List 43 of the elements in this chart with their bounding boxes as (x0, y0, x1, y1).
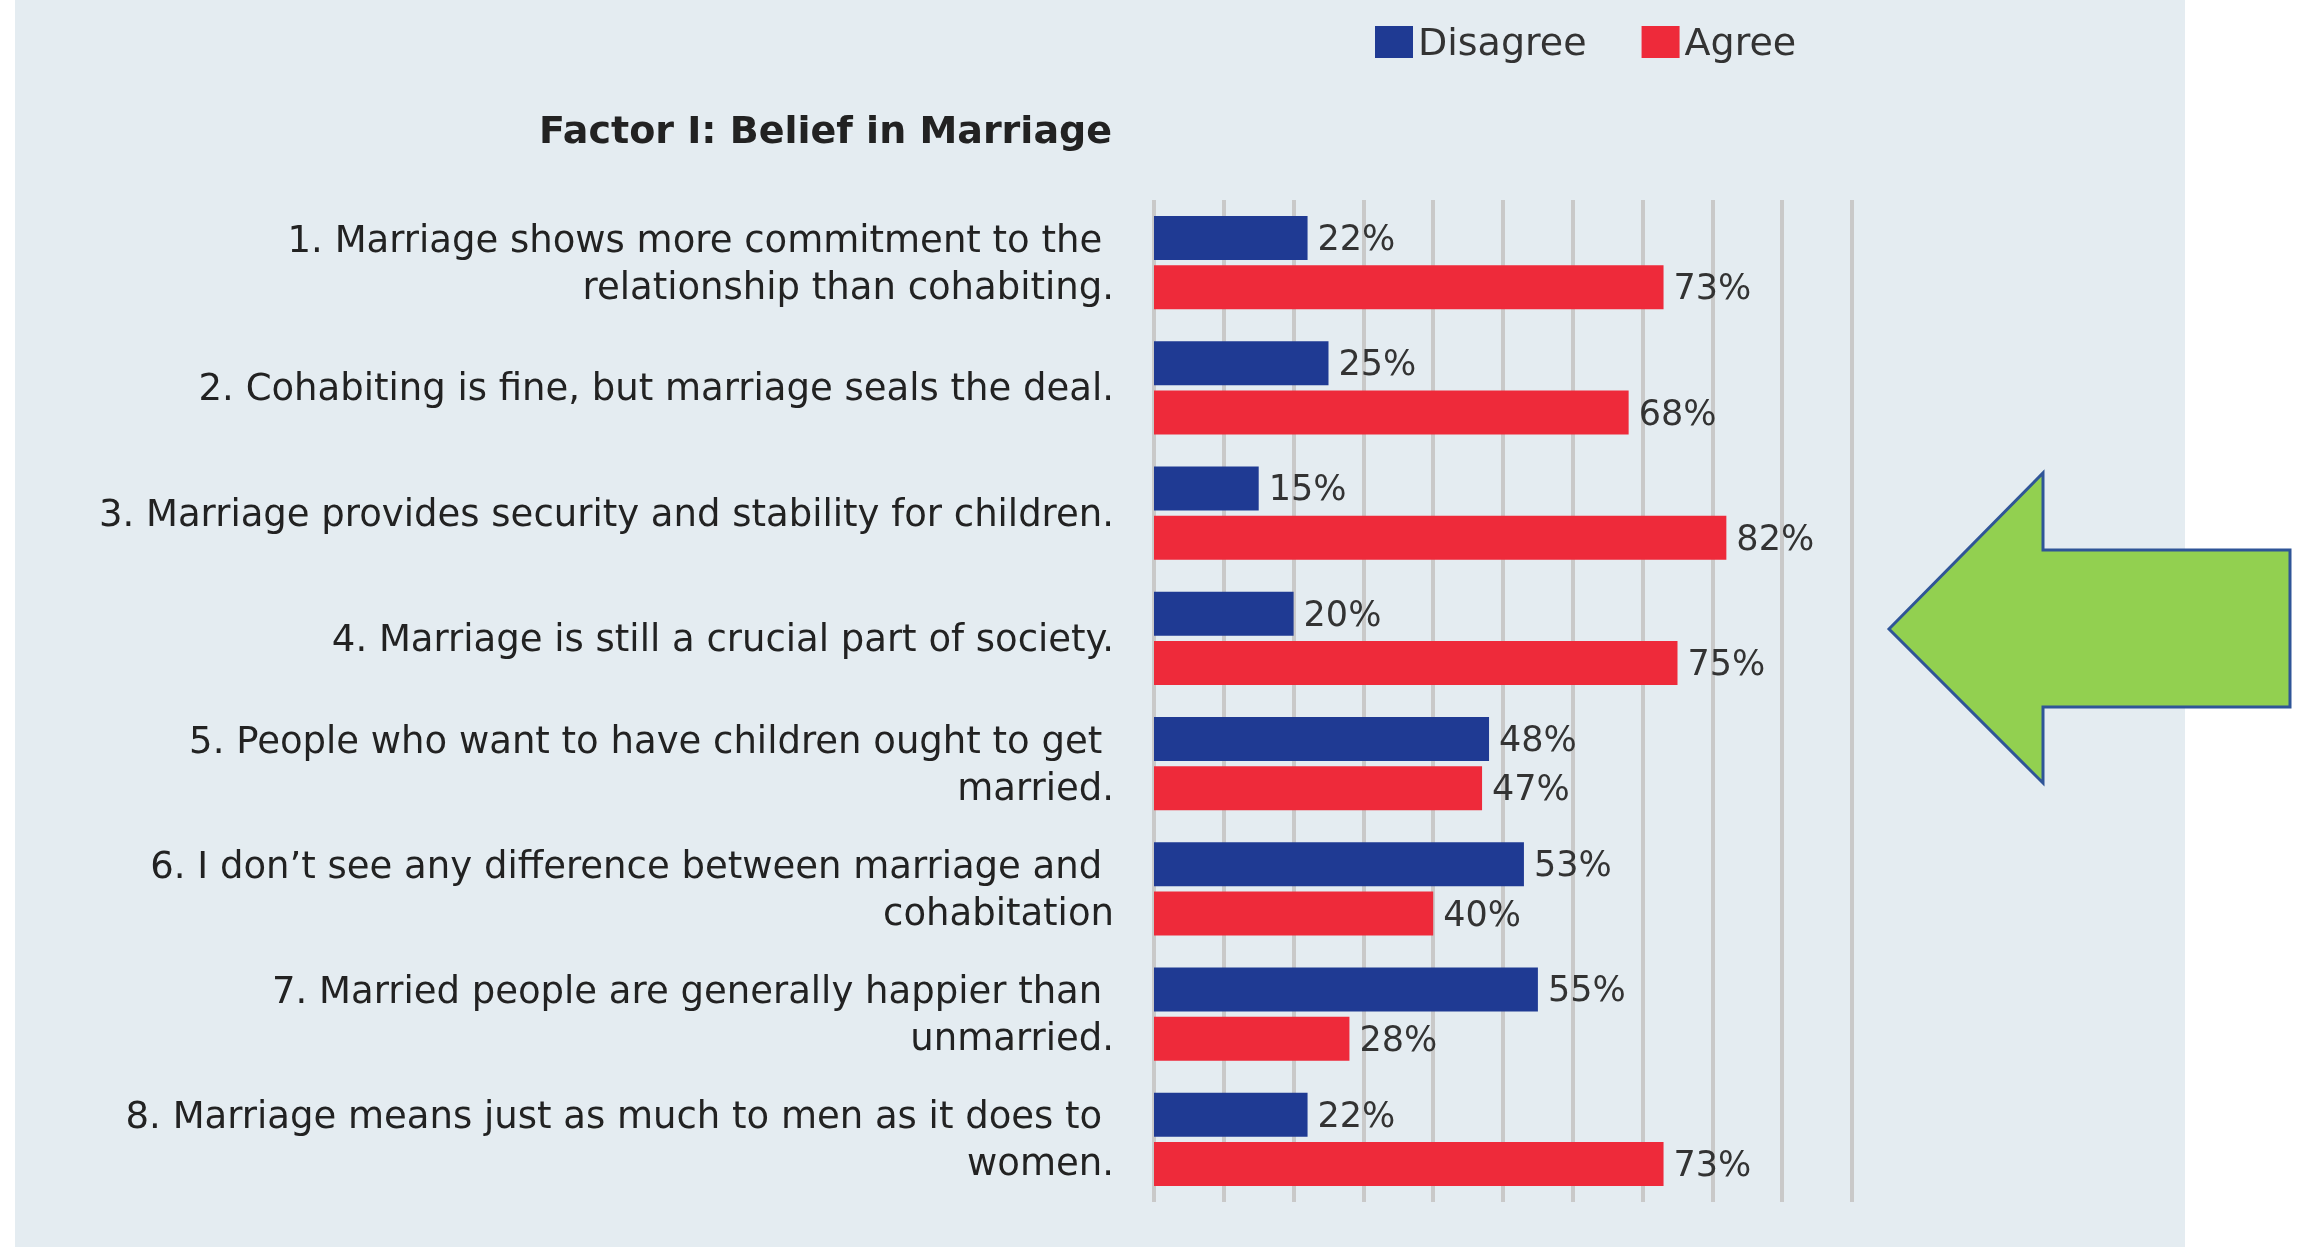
y-tick-label: 3. Marriage provides security and stability for children. (98, 491, 1114, 535)
y-tick-label: 7. Married people are generally happier than unmarried. (271, 969, 1114, 1060)
bar (1154, 1016, 1350, 1061)
data-label: 53% (1533, 844, 1612, 885)
data-label: 20% (1303, 593, 1382, 634)
data-label: 73% (1673, 1144, 1752, 1185)
bar (1154, 842, 1524, 887)
data-label: 40% (1443, 893, 1521, 934)
bar (1154, 515, 1727, 560)
data-label: 48% (1499, 718, 1577, 759)
y-tick-label: 6. I don’t see any difference between marriage and cohabitation (150, 843, 1114, 934)
data-label: 22% (1317, 1094, 1396, 1135)
data-label: 82% (1736, 517, 1815, 558)
bar (1154, 716, 1490, 761)
data-label: 68% (1638, 392, 1717, 433)
y-tick-label: 4. Marriage is still a crucial part of society. (331, 616, 1114, 660)
data-label: 28% (1359, 1018, 1438, 1059)
y-tick-label: 5. People who want to have children ought to get married. (189, 718, 1114, 809)
bar (1154, 466, 1259, 511)
bar (1154, 766, 1483, 811)
bar (1154, 215, 1308, 260)
data-label: 25% (1338, 343, 1417, 384)
bar (1154, 1142, 1664, 1187)
legend-label: Agree (1684, 20, 1797, 64)
y-tick-label: 8. Marriage means just as much to men as it does to women. (125, 1094, 1114, 1185)
text: Factor I: Belief in Marriage (539, 108, 1113, 152)
data-label: 75% (1687, 643, 1766, 684)
data-label: 47% (1492, 768, 1570, 809)
data-label: 55% (1547, 969, 1626, 1010)
bar (1154, 641, 1678, 686)
y-tick-label: 1. Marriage shows more commitment to the relationship than cohabiting. (287, 217, 1114, 308)
bar (1154, 265, 1664, 310)
y-tick-label: 2. Cohabiting is fine, but marriage seals the deal. (198, 366, 1114, 410)
data-label: 73% (1673, 267, 1752, 308)
bar (1154, 390, 1629, 435)
bar (1154, 341, 1329, 386)
bar (1154, 591, 1294, 636)
bar (1154, 891, 1434, 936)
legend-label: Disagree (1418, 20, 1587, 64)
bar (1154, 967, 1538, 1012)
data-label: 22% (1317, 217, 1396, 258)
bar (1154, 1092, 1308, 1137)
data-label: 15% (1268, 468, 1347, 509)
